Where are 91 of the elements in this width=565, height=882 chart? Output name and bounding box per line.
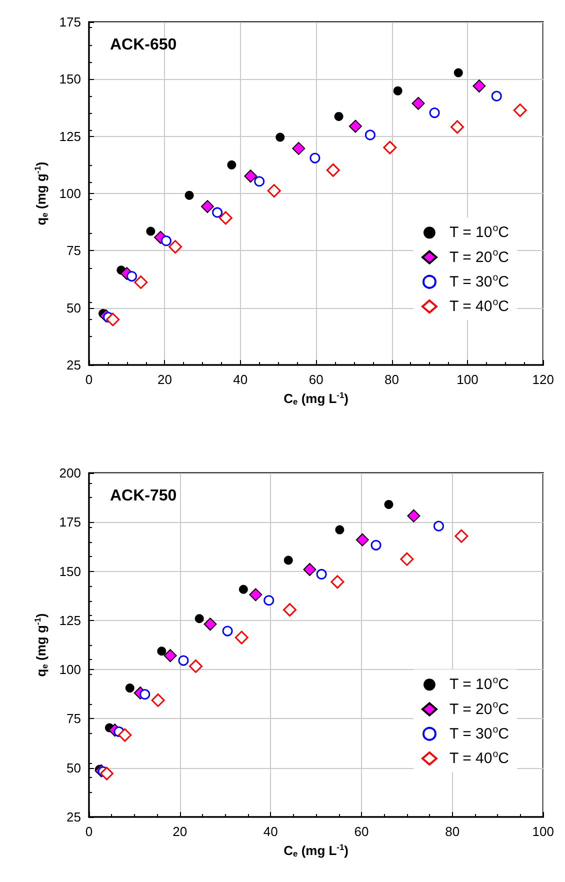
point <box>188 659 202 673</box>
x-tick-label: 40 <box>263 824 278 839</box>
point <box>126 271 138 282</box>
point <box>326 163 340 177</box>
point <box>106 312 120 326</box>
point <box>400 552 414 566</box>
y-tick-label: 25 <box>66 810 81 824</box>
point <box>292 142 306 155</box>
point <box>472 80 486 93</box>
x-tick-label: 80 <box>445 824 460 839</box>
y-tick-label: 125 <box>59 128 81 144</box>
point <box>393 86 402 96</box>
point <box>316 568 327 580</box>
point <box>348 120 362 133</box>
point <box>454 529 468 543</box>
point <box>356 533 369 546</box>
point <box>364 130 376 140</box>
point <box>450 120 464 134</box>
point <box>310 152 320 164</box>
point <box>100 766 114 780</box>
x-tick-label: 60 <box>308 372 324 387</box>
y-tick-label: 150 <box>59 72 81 87</box>
x-tick-label: 20 <box>157 372 172 387</box>
point <box>384 500 394 509</box>
x-tick-label: 60 <box>354 824 369 839</box>
point <box>218 211 232 225</box>
y-tick-label: 100 <box>59 662 81 678</box>
point <box>140 689 150 700</box>
point <box>227 160 236 170</box>
text: ACK-650 <box>110 36 177 54</box>
point <box>168 240 182 254</box>
x-tick-label: 0 <box>85 372 93 387</box>
y-tick-label: 175 <box>59 14 81 30</box>
point <box>244 170 258 183</box>
point <box>429 108 440 118</box>
point <box>513 104 527 118</box>
y-tick-label: 100 <box>59 186 81 201</box>
point <box>407 509 420 522</box>
y-tick-label: 25 <box>66 358 81 372</box>
point <box>212 207 223 218</box>
point <box>134 275 148 289</box>
point <box>454 68 463 78</box>
y-tick-label: 175 <box>59 514 81 530</box>
text: ACK-750 <box>110 488 177 504</box>
point <box>146 226 156 236</box>
point <box>178 655 189 666</box>
x-tick-label: 40 <box>233 372 248 387</box>
point <box>264 595 274 606</box>
y-tick-label: 75 <box>66 243 81 258</box>
point <box>276 132 285 142</box>
point <box>370 540 382 550</box>
point <box>249 588 262 602</box>
x-tick-label: 80 <box>384 372 400 387</box>
point <box>412 96 425 110</box>
point <box>118 728 132 742</box>
point <box>125 684 134 693</box>
point <box>222 626 233 636</box>
point <box>491 90 502 102</box>
y-tick-label: 50 <box>66 760 81 776</box>
point <box>184 190 194 200</box>
point <box>194 614 204 624</box>
point <box>157 646 166 656</box>
x-tick-label: 100 <box>456 372 478 387</box>
y-axis-title: qe (mg g-1) <box>32 613 50 677</box>
y-tick-label: 200 <box>59 466 81 480</box>
point <box>267 184 281 198</box>
point <box>234 630 248 644</box>
point <box>334 112 344 121</box>
point <box>204 618 217 631</box>
y-tick-label: 150 <box>59 564 81 579</box>
point <box>151 693 165 707</box>
y-axis-title: qe (mg g-1) <box>32 162 50 226</box>
point <box>238 584 248 594</box>
x-tick-label: 0 <box>85 824 93 839</box>
point <box>330 575 344 589</box>
x-tick-label: 20 <box>172 824 188 839</box>
point <box>282 603 296 617</box>
point <box>335 525 344 534</box>
point <box>433 520 444 532</box>
point <box>303 563 316 576</box>
y-tick-label: 125 <box>59 612 81 628</box>
x-tick-label: 120 <box>532 372 554 387</box>
y-tick-label: 50 <box>66 300 81 316</box>
point <box>160 236 172 246</box>
point <box>383 140 397 154</box>
point <box>284 556 293 565</box>
point <box>164 649 177 662</box>
point <box>254 176 265 187</box>
x-tick-label: 100 <box>532 824 554 839</box>
y-tick-label: 75 <box>66 711 81 726</box>
point <box>200 200 214 214</box>
